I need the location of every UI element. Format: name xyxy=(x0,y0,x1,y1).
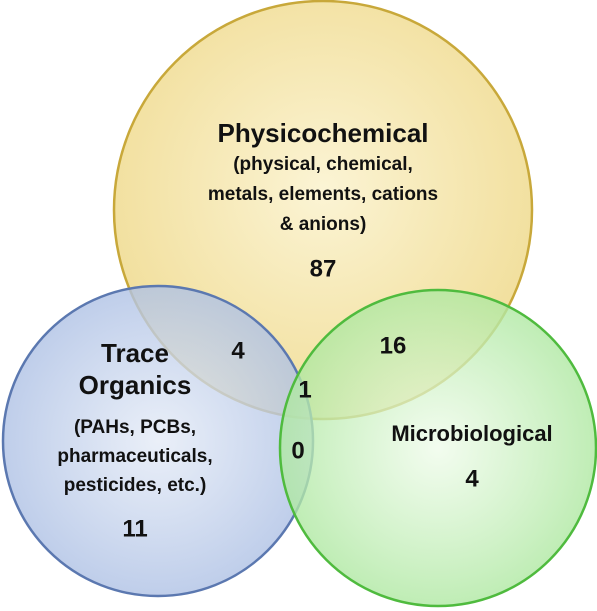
set-label: Microbiological xyxy=(391,421,552,446)
set-count: 11 xyxy=(122,515,147,542)
set-label: Organics xyxy=(79,370,192,400)
set-description: metals, elements, cations xyxy=(208,184,438,205)
set-label: Physicochemical xyxy=(218,118,429,148)
set-description: & anions) xyxy=(280,214,367,235)
intersection-count: 0 xyxy=(291,437,304,464)
intersection-count: 16 xyxy=(380,332,407,359)
intersection-count: 1 xyxy=(298,376,311,403)
set-description: (PAHs, PCBs, xyxy=(74,417,196,438)
intersection-count: 4 xyxy=(231,337,245,364)
set-description: pharmaceuticals, xyxy=(57,446,212,467)
set-description: pesticides, etc.) xyxy=(64,475,207,496)
circle-trace-organics xyxy=(1,284,315,598)
set-count: 4 xyxy=(465,465,479,492)
set-description: (physical, chemical, xyxy=(233,154,413,175)
set-label: Trace xyxy=(101,338,169,368)
set-count: 87 xyxy=(310,255,337,282)
circle-microbiological xyxy=(278,288,597,608)
